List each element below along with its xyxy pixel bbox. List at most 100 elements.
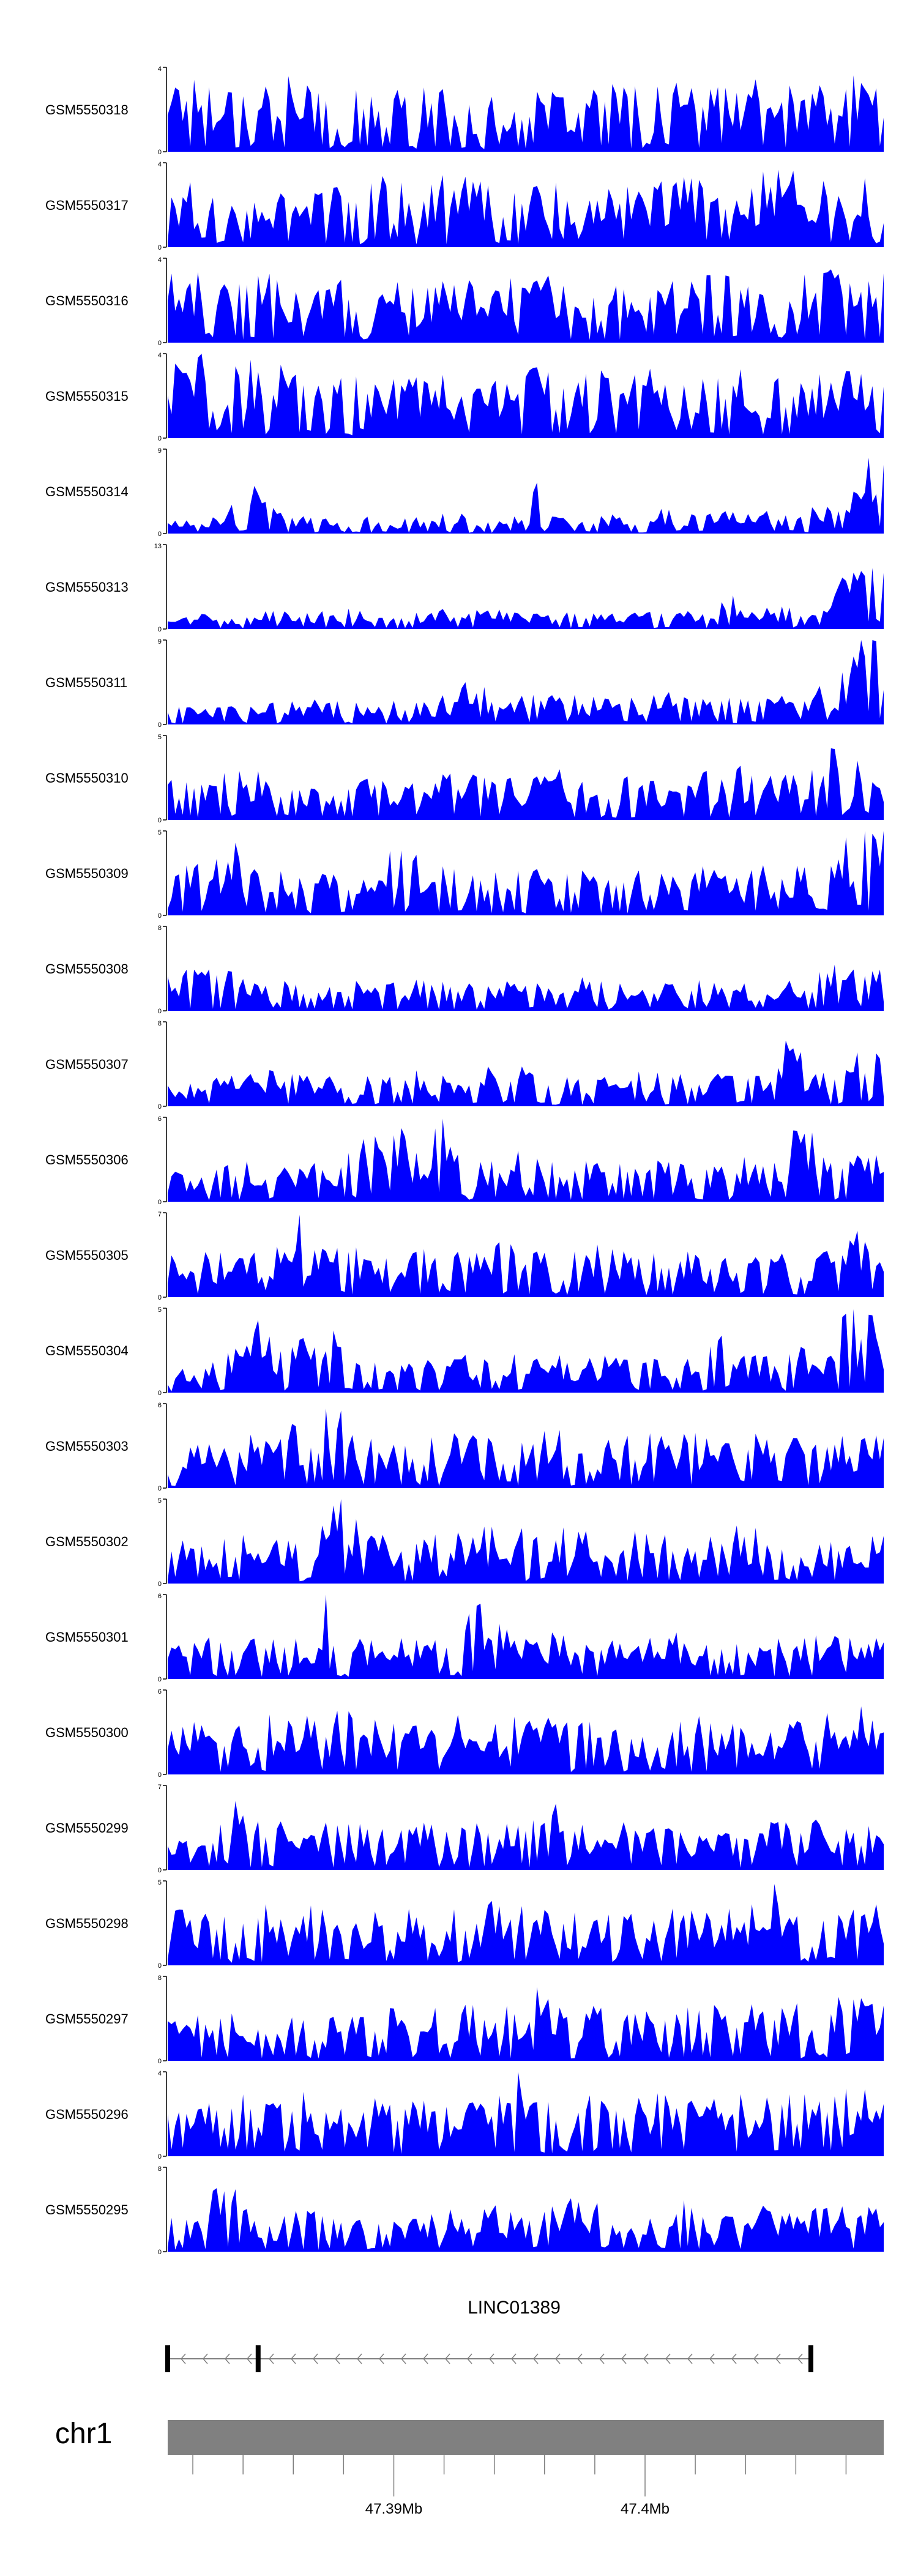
- y-tick-label: 4: [158, 256, 162, 264]
- y-tick-label: 6: [158, 1402, 162, 1409]
- track-GSM5550304: GSM5550304 5 0: [45, 1306, 884, 1397]
- track-label: GSM5550298: [45, 1916, 129, 1931]
- track-GSM5550316: GSM5550316 4 0: [45, 256, 884, 347]
- coverage-area: [168, 1309, 884, 1393]
- chromosome-label: chr1: [55, 2418, 112, 2450]
- track-GSM5550317: GSM5550317 4 0: [45, 161, 884, 251]
- y-tick-label: 0: [158, 2058, 162, 2065]
- strand-arrow: [379, 2353, 384, 2364]
- coverage-area: [168, 1706, 884, 1774]
- coverage-area: [168, 568, 884, 629]
- y-tick-label: 0: [158, 1867, 162, 1874]
- track-GSM5550305: GSM5550305 7 0: [45, 1211, 884, 1301]
- track-label: GSM5550302: [45, 1534, 129, 1549]
- coverage-area: [168, 169, 884, 247]
- track-GSM5550318: GSM5550318 4 0: [45, 65, 884, 156]
- strand-arrow: [181, 2353, 186, 2364]
- chromosome-axis: chr1 47.39Mb 47.4Mb: [55, 2418, 884, 2517]
- y-tick-label: 0: [158, 2249, 162, 2256]
- exon: [808, 2345, 813, 2372]
- axis-tick-label: 47.4Mb: [621, 2501, 670, 2517]
- strand-arrow: [357, 2353, 362, 2364]
- strand-arrow: [687, 2353, 693, 2364]
- track-GSM5550298: GSM5550298 5 0: [45, 1879, 884, 1970]
- track-label: GSM5550310: [45, 770, 129, 786]
- track-label: GSM5550308: [45, 961, 129, 977]
- gene-annotation: LINC01389: [165, 2298, 813, 2372]
- y-tick-label: 0: [158, 1103, 162, 1111]
- y-tick-label: 0: [158, 1962, 162, 1970]
- y-tick-label: 0: [158, 2153, 162, 2161]
- strand-arrow: [577, 2353, 583, 2364]
- y-tick-label: 5: [158, 1306, 162, 1314]
- track-label: GSM5550315: [45, 389, 129, 404]
- y-tick-label: 0: [158, 1294, 162, 1301]
- y-tick-label: 8: [158, 925, 162, 932]
- y-tick-label: 4: [158, 65, 162, 73]
- track-GSM5550313: GSM5550313 13 0: [45, 543, 884, 633]
- y-tick-label: 5: [158, 734, 162, 741]
- y-tick-label: 0: [158, 435, 162, 442]
- track-GSM5550297: GSM5550297 8 0: [45, 1975, 884, 2065]
- track-label: GSM5550317: [45, 198, 129, 213]
- track-GSM5550296: GSM5550296 4 0: [45, 2070, 884, 2161]
- track-label: GSM5550299: [45, 1820, 129, 1836]
- coverage-area: [168, 964, 884, 1011]
- track-label: GSM5550297: [45, 2011, 129, 2027]
- y-tick-label: 0: [158, 530, 162, 538]
- y-tick-label: 7: [158, 1211, 162, 1218]
- strand-arrow: [225, 2353, 230, 2364]
- strand-arrow: [533, 2353, 539, 2364]
- tracks-group: GSM555031840GSM555031740GSM555031640GSM5…: [45, 65, 884, 2256]
- strand-arrow: [643, 2353, 649, 2364]
- coverage-area: [168, 1499, 884, 1584]
- strand-arrow: [203, 2353, 208, 2364]
- y-tick-label: 7: [158, 1784, 162, 1791]
- track-GSM5550310: GSM5550310 5 0: [45, 734, 884, 824]
- track-label: GSM5550311: [45, 675, 127, 690]
- y-tick-label: 5: [158, 1879, 162, 1886]
- strand-arrow: [423, 2353, 428, 2364]
- y-tick-label: 5: [158, 829, 162, 836]
- y-tick-label: 8: [158, 1020, 162, 1027]
- strand-arrow: [511, 2353, 517, 2364]
- track-GSM5550308: GSM5550308 8 0: [45, 925, 884, 1015]
- coverage-area: [168, 1215, 884, 1297]
- y-tick-label: 0: [158, 244, 162, 251]
- strand-arrow: [621, 2353, 627, 2364]
- coverage-area: [168, 75, 884, 152]
- y-tick-label: 4: [158, 161, 162, 168]
- track-label: GSM5550307: [45, 1057, 129, 1072]
- strand-arrow: [731, 2353, 737, 2364]
- track-label: GSM5550295: [45, 2202, 129, 2217]
- track-GSM5550309: GSM5550309 5 0: [45, 829, 884, 920]
- y-tick-label: 13: [154, 543, 162, 550]
- track-label: GSM5550318: [45, 102, 129, 117]
- strand-arrow: [467, 2353, 472, 2364]
- y-tick-label: 0: [158, 721, 162, 729]
- coverage-area: [168, 269, 884, 343]
- strand-arrow: [489, 2353, 494, 2364]
- y-tick-label: 0: [158, 1199, 162, 1206]
- coverage-area: [168, 1409, 884, 1488]
- coverage-area: [168, 2188, 884, 2252]
- track-GSM5550314: GSM5550314 9 0: [45, 447, 884, 538]
- strand-arrow: [775, 2353, 781, 2364]
- chromosome-bar: [168, 2420, 884, 2455]
- track-GSM5550303: GSM5550303 6 0: [45, 1402, 884, 1492]
- track-GSM5550315: GSM5550315 4 0: [45, 352, 884, 442]
- coverage-area: [168, 458, 884, 534]
- track-label: GSM5550300: [45, 1725, 129, 1740]
- track-label: GSM5550309: [45, 866, 129, 881]
- y-tick-label: 6: [158, 1593, 162, 1600]
- track-GSM5550301: GSM5550301 6 0: [45, 1593, 884, 1683]
- strand-arrow: [445, 2353, 450, 2364]
- track-label: GSM5550304: [45, 1343, 129, 1358]
- y-tick-label: 9: [158, 447, 162, 455]
- strand-arrow: [599, 2353, 605, 2364]
- track-label: GSM5550296: [45, 2107, 129, 2122]
- y-tick-label: 8: [158, 1975, 162, 1982]
- coverage-area: [168, 1801, 884, 1870]
- y-tick-label: 6: [158, 1688, 162, 1696]
- track-label: GSM5550314: [45, 484, 129, 499]
